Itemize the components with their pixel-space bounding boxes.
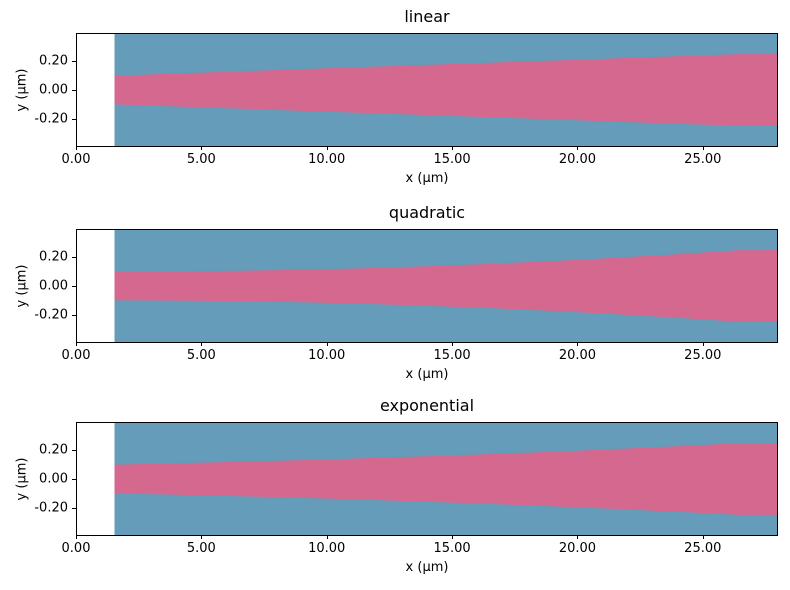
core-taper-region bbox=[114, 54, 777, 126]
x-tick-mark bbox=[577, 342, 579, 346]
x-tick-label: 15.00 bbox=[433, 152, 471, 167]
plot-area bbox=[76, 229, 778, 343]
x-tick-mark bbox=[201, 535, 203, 539]
subplot-exponential: exponential y (µm) 0.00 5.00 10.00 15.00 20.… bbox=[0, 389, 790, 586]
x-tick-mark bbox=[326, 535, 328, 539]
x-tick-label: 20.00 bbox=[558, 152, 597, 167]
y-tick-mark bbox=[72, 119, 76, 121]
y-tick-label: -0.20 bbox=[34, 500, 68, 516]
plot-area bbox=[76, 33, 778, 147]
x-tick-mark bbox=[702, 146, 704, 150]
x-axis-label: x (µm) bbox=[405, 171, 449, 186]
x-tick-label: 0.00 bbox=[61, 541, 91, 556]
y-tick-label: 0.00 bbox=[39, 471, 68, 487]
y-tick-mark bbox=[72, 479, 76, 480]
x-tick-mark bbox=[201, 342, 203, 346]
y-tick-label: 0.00 bbox=[39, 82, 68, 98]
x-tick-label: 15.00 bbox=[433, 348, 471, 363]
waveguide-geometry-plot bbox=[114, 230, 777, 342]
y-tick-mark bbox=[72, 315, 76, 317]
y-tick-mark bbox=[72, 90, 76, 91]
x-tick-mark bbox=[702, 535, 704, 539]
core-taper-region bbox=[114, 443, 777, 515]
x-tick-mark bbox=[76, 535, 77, 539]
x-tick-mark bbox=[452, 535, 454, 539]
x-tick-mark bbox=[76, 146, 77, 150]
x-tick-label: 25.00 bbox=[684, 348, 722, 363]
x-tick-label: 25.00 bbox=[684, 541, 722, 556]
x-tick-mark bbox=[577, 535, 579, 539]
x-axis-label: x (µm) bbox=[405, 367, 449, 382]
x-tick-label: 5.00 bbox=[186, 541, 216, 556]
x-tick-label: 0.00 bbox=[61, 348, 91, 363]
plot-title: quadratic bbox=[388, 203, 466, 222]
waveguide-geometry-plot bbox=[114, 34, 777, 146]
x-tick-label: 25.00 bbox=[684, 152, 722, 167]
x-tick-mark bbox=[326, 146, 328, 150]
x-tick-mark bbox=[201, 146, 203, 150]
waveguide-geometry-plot bbox=[114, 423, 777, 535]
x-axis-label: x (µm) bbox=[405, 560, 449, 575]
x-tick-mark bbox=[452, 342, 454, 346]
y-tick-label: 0.00 bbox=[39, 278, 68, 294]
x-tick-label: 20.00 bbox=[558, 541, 597, 556]
y-tick-label: -0.20 bbox=[34, 307, 68, 323]
y-tick-mark bbox=[72, 449, 76, 451]
x-tick-label: 5.00 bbox=[186, 348, 216, 363]
x-tick-label: 5.00 bbox=[186, 152, 216, 167]
x-tick-label: 15.00 bbox=[433, 541, 471, 556]
x-tick-label: 20.00 bbox=[558, 348, 597, 363]
subplot-linear: linear y (µm) 0.00 5.00 10.00 15.00 20.00 25.… bbox=[0, 0, 790, 197]
subplot-quadratic: quadratic y (µm) 0.00 5.00 10.00 15.00 20.00… bbox=[0, 196, 790, 393]
y-tick-mark bbox=[72, 256, 76, 258]
y-tick-mark bbox=[72, 508, 76, 510]
x-tick-mark bbox=[326, 342, 328, 346]
y-tick-label: 0.20 bbox=[39, 442, 68, 458]
x-tick-mark bbox=[452, 146, 454, 150]
x-tick-mark bbox=[577, 146, 579, 150]
y-tick-mark bbox=[72, 60, 76, 62]
x-tick-label: 10.00 bbox=[308, 152, 346, 167]
y-tick-label: 0.20 bbox=[39, 249, 68, 265]
x-tick-label: 10.00 bbox=[308, 541, 346, 556]
x-tick-label: 0.00 bbox=[61, 152, 91, 167]
y-tick-label: 0.20 bbox=[39, 53, 68, 69]
x-tick-label: 10.00 bbox=[308, 348, 346, 363]
core-taper-region bbox=[114, 250, 777, 322]
plot-title: linear bbox=[404, 7, 450, 26]
x-tick-mark bbox=[702, 342, 704, 346]
plot-title: exponential bbox=[379, 396, 475, 415]
x-tick-mark bbox=[76, 342, 77, 346]
y-tick-label: -0.20 bbox=[34, 111, 68, 127]
y-tick-mark bbox=[72, 286, 76, 287]
plot-area bbox=[76, 422, 778, 536]
